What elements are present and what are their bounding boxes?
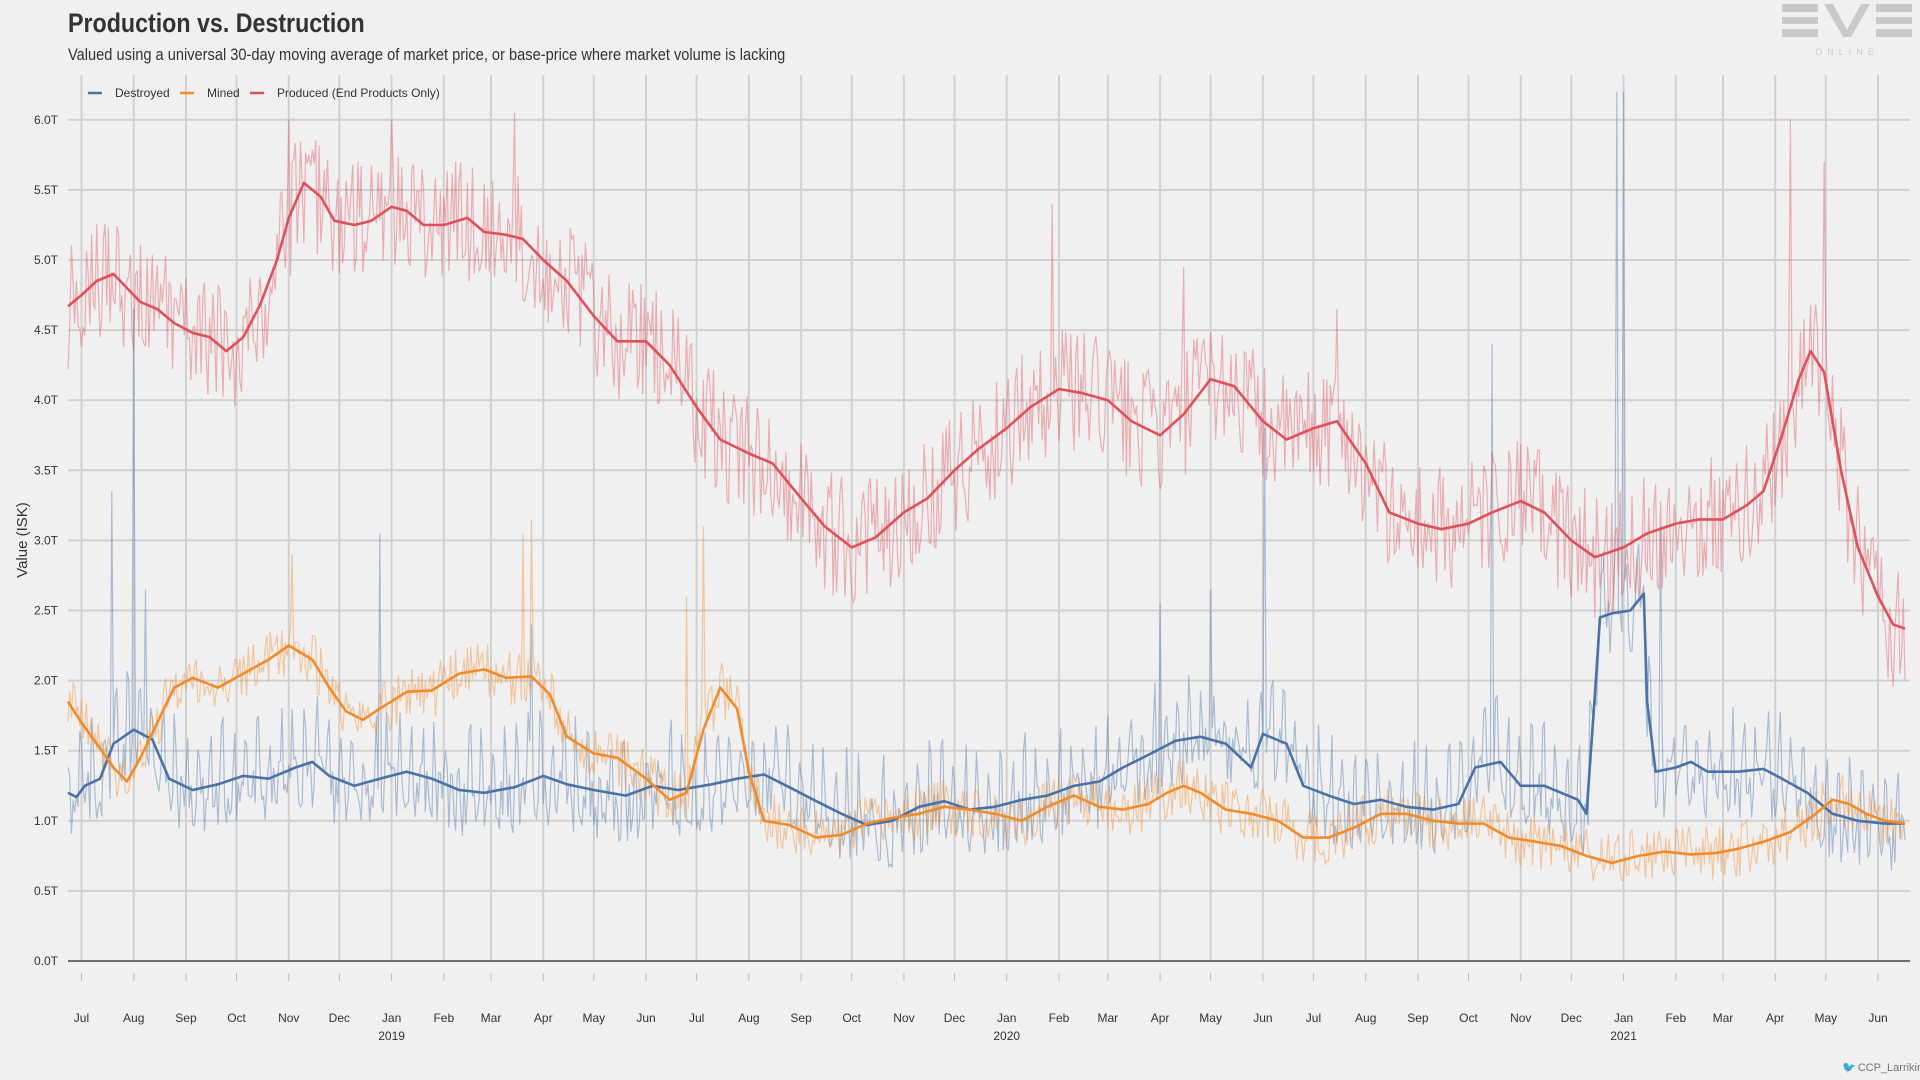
y-tick-label: 4.0T	[34, 393, 59, 407]
chart-subtitle: Valued using a universal 30-day moving a…	[68, 45, 786, 64]
x-tick-label: Jun	[636, 1011, 655, 1025]
credit-text: CCP_Larrikin	[1857, 1062, 1920, 1074]
x-tick-label: Jan	[1614, 1011, 1633, 1025]
y-tick-label: 1.0T	[34, 814, 59, 828]
x-tick-label: Jun	[1868, 1011, 1887, 1025]
x-tick-label: Aug	[738, 1011, 759, 1025]
x-tick-label: Dec	[1561, 1011, 1582, 1025]
legend-label: Produced (End Products Only)	[277, 86, 440, 100]
credit: 🐦 CCP_Larrikin	[1842, 1061, 1920, 1074]
axes: 0.0T 0.5T 1.0T 1.5T 2.0T 2.5T 3.0T 3.5T 4.0T 4.5T…	[34, 113, 1910, 1043]
x-year-label: 2020	[993, 1029, 1020, 1043]
x-tick-label: May	[1814, 1011, 1837, 1025]
x-tick-label: Apr	[1766, 1011, 1785, 1025]
legend: Destroyed Mined Produced (End Products Onl…	[88, 86, 440, 100]
legend-label: Mined	[207, 86, 240, 100]
series-smoothed-line	[67, 181, 1906, 630]
x-year-label: 2019	[378, 1029, 405, 1043]
logo-subtext: ONLINE	[1815, 47, 1879, 57]
x-tick-label: Mar	[1713, 1011, 1734, 1025]
y-tick-label: 3.5T	[34, 463, 59, 477]
y-tick-label: 0.5T	[34, 884, 59, 898]
y-tick-label: 2.5T	[34, 604, 59, 618]
x-tick-label: Jul	[74, 1011, 89, 1025]
x-tick-label: Nov	[1510, 1011, 1531, 1025]
x-tick-label: Aug	[123, 1011, 144, 1025]
y-tick-label: 3.0T	[34, 533, 59, 547]
x-tick-label: Apr	[1151, 1011, 1170, 1025]
x-tick-label: Dec	[329, 1011, 350, 1025]
x-tick-label: Aug	[1355, 1011, 1376, 1025]
x-tick-label: Jul	[1306, 1011, 1321, 1025]
series-smoothed-line	[66, 644, 1906, 865]
x-tick-label: Oct	[227, 1011, 246, 1025]
x-tick-label: Apr	[534, 1011, 553, 1025]
x-tick-label: Mar	[481, 1011, 502, 1025]
y-tick-label: 5.5T	[34, 183, 59, 197]
x-tick-label: Feb	[1049, 1011, 1070, 1025]
y-tick-label: 1.5T	[34, 744, 59, 758]
series-smoothed-line	[67, 592, 1905, 827]
x-tick-label: Nov	[278, 1011, 299, 1025]
x-tick-label: Feb	[433, 1011, 454, 1025]
y-axis-label: Value (ISK)	[14, 502, 31, 578]
x-tick-label: Jun	[1253, 1011, 1272, 1025]
x-tick-label: Sep	[175, 1011, 197, 1025]
chart-title: Production vs. Destruction	[68, 8, 365, 38]
x-tick-label: Oct	[842, 1011, 861, 1025]
x-tick-label: Dec	[944, 1011, 965, 1025]
x-tick-label: May	[582, 1011, 605, 1025]
x-tick-label: Sep	[790, 1011, 812, 1025]
y-tick-label: 0.0T	[34, 954, 59, 968]
x-tick-label: Mar	[1098, 1011, 1119, 1025]
twitter-bird-icon: 🐦	[1842, 1062, 1856, 1074]
x-tick-label: Jul	[689, 1011, 704, 1025]
x-tick-label: Jan	[382, 1011, 401, 1025]
x-tick-label: Nov	[893, 1011, 914, 1025]
y-tick-label: 4.5T	[34, 323, 59, 337]
x-tick-label: May	[1199, 1011, 1222, 1025]
y-tick-label: 6.0T	[34, 113, 59, 127]
daily-series-layer	[67, 91, 1906, 882]
y-tick-label: 2.0T	[34, 674, 59, 688]
x-tick-label: Oct	[1459, 1011, 1478, 1025]
legend-label: Destroyed	[115, 86, 170, 100]
x-tick-label: Jan	[997, 1011, 1016, 1025]
x-year-label: 2021	[1610, 1029, 1637, 1043]
y-tick-label: 5.0T	[34, 253, 59, 267]
x-tick-label: Sep	[1407, 1011, 1429, 1025]
eve-online-logo: ONLINE	[1782, 4, 1912, 57]
series-daily-line	[67, 519, 1906, 882]
smoothed-series-layer	[66, 181, 1906, 865]
x-tick-label: Feb	[1665, 1011, 1686, 1025]
gridlines	[68, 75, 1910, 961]
